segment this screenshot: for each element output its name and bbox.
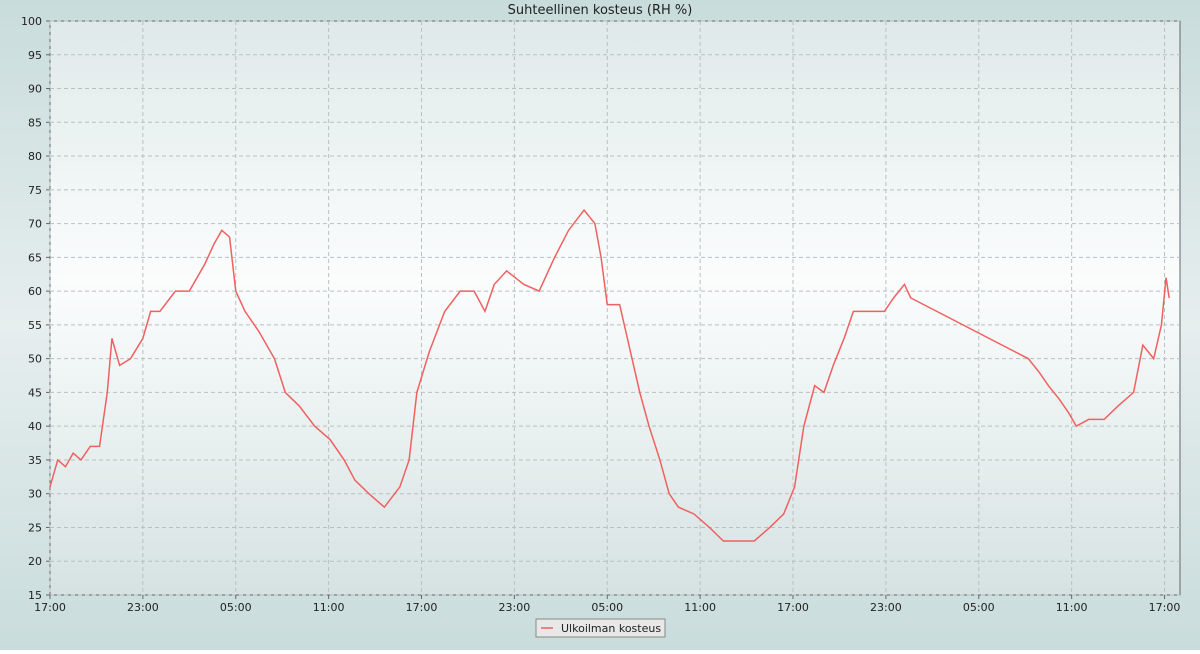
y-tick-label: 45 bbox=[28, 386, 42, 399]
y-tick-label: 85 bbox=[28, 116, 42, 129]
y-tick-label: 20 bbox=[28, 555, 42, 568]
x-tick-label: 17:00 bbox=[406, 601, 438, 614]
y-tick-label: 35 bbox=[28, 454, 42, 467]
x-tick-label: 17:00 bbox=[34, 601, 66, 614]
y-tick-label: 95 bbox=[28, 49, 42, 62]
y-tick-label: 65 bbox=[28, 251, 42, 264]
x-tick-label: 23:00 bbox=[870, 601, 902, 614]
y-tick-label: 15 bbox=[28, 589, 42, 602]
x-tick-label: 23:00 bbox=[127, 601, 159, 614]
y-tick-label: 25 bbox=[28, 521, 42, 534]
legend: Ulkoilman kosteus bbox=[535, 618, 666, 638]
x-tick-label: 17:00 bbox=[1149, 601, 1181, 614]
y-tick-label: 100 bbox=[21, 15, 42, 28]
y-tick-label: 30 bbox=[28, 488, 42, 501]
y-tick-label: 90 bbox=[28, 83, 42, 96]
x-tick-label: 23:00 bbox=[499, 601, 531, 614]
legend-label: Ulkoilman kosteus bbox=[561, 622, 661, 635]
y-tick-label: 70 bbox=[28, 218, 42, 231]
x-tick-label: 11:00 bbox=[1056, 601, 1088, 614]
x-tick-label: 05:00 bbox=[220, 601, 252, 614]
y-tick-label: 80 bbox=[28, 150, 42, 163]
x-tick-label: 05:00 bbox=[591, 601, 623, 614]
y-tick-label: 60 bbox=[28, 285, 42, 298]
data-line bbox=[49, 208, 1170, 542]
y-tick-label: 40 bbox=[28, 420, 42, 433]
y-tick-label: 55 bbox=[28, 319, 42, 332]
x-tick-label: 17:00 bbox=[777, 601, 809, 614]
y-tick-label: 50 bbox=[28, 353, 42, 366]
y-tick-label: 75 bbox=[28, 184, 42, 197]
legend-box bbox=[535, 618, 666, 638]
x-tick-label: 11:00 bbox=[313, 601, 345, 614]
x-tick-label: 11:00 bbox=[684, 601, 716, 614]
chart-title: Suhteellinen kosteus (RH %) bbox=[508, 3, 693, 18]
x-tick-label: 05:00 bbox=[963, 601, 995, 614]
plot-area bbox=[49, 20, 1181, 596]
